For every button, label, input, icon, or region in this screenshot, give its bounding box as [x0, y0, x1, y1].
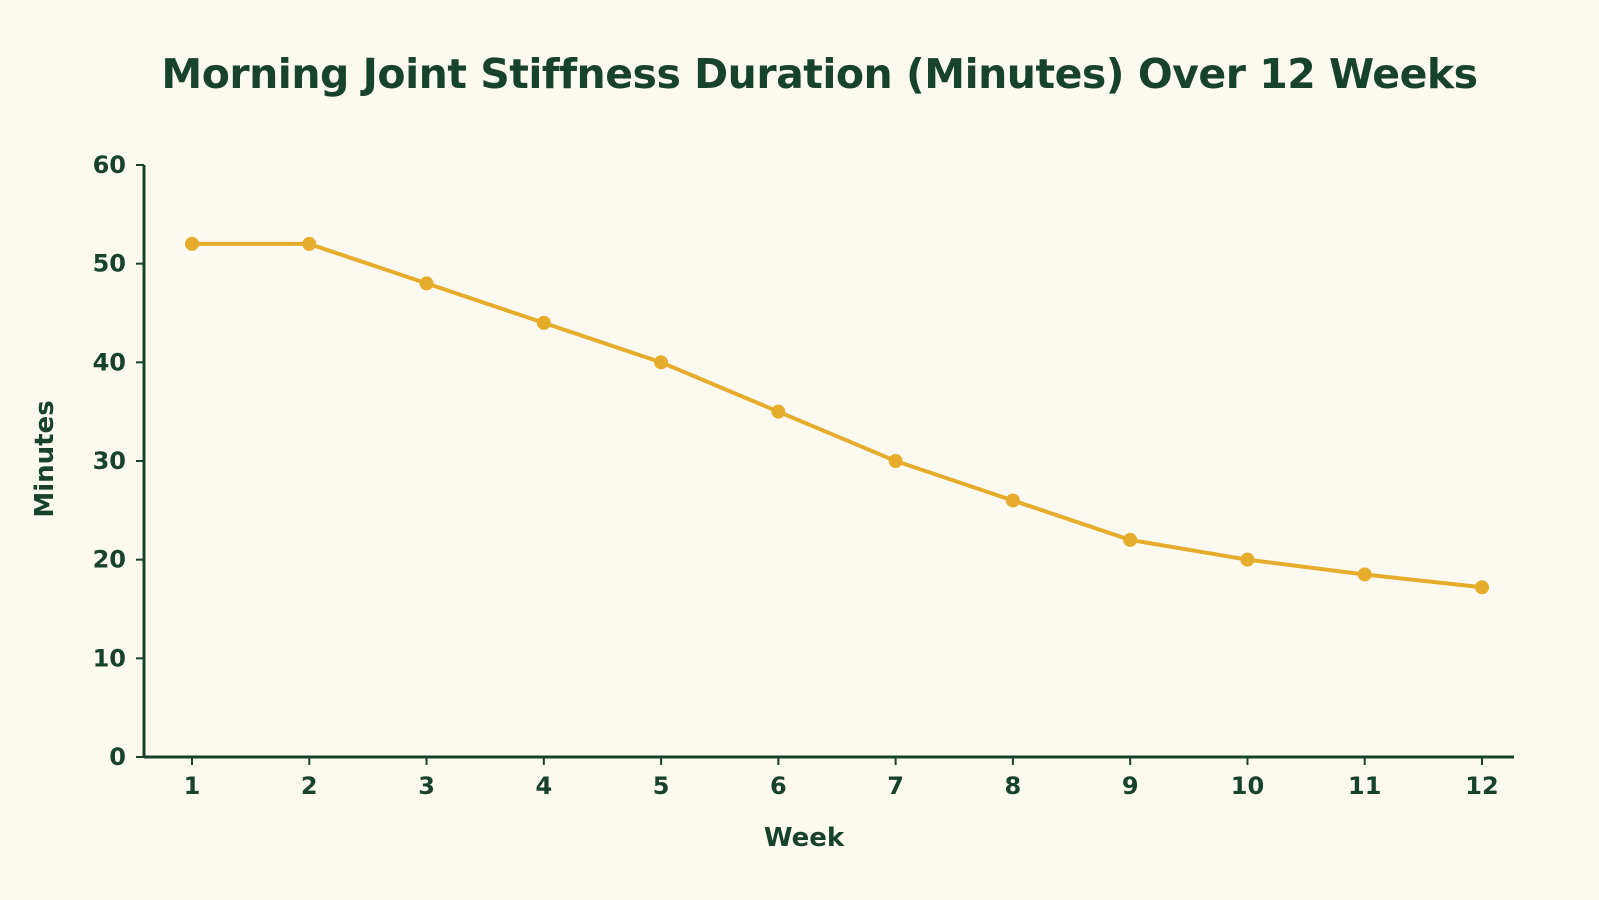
x-tick-label: 7 [887, 772, 904, 800]
data-point [536, 315, 551, 330]
series-group [185, 236, 1489, 595]
chart-title: Morning Joint Stiffness Duration (Minute… [161, 50, 1478, 98]
chart-axes [142, 165, 1514, 759]
data-point [302, 236, 317, 251]
x-axis-ticks: 1 2 3 4 5 6 7 8 9 10 11 12 [184, 757, 1499, 800]
data-point [185, 236, 199, 251]
x-tick-label: 10 [1231, 772, 1264, 800]
y-tick-label: 50 [93, 250, 126, 278]
y-tick-label: 20 [93, 546, 126, 574]
y-axis-ticks: 0 10 20 30 40 50 60 [93, 151, 144, 771]
data-point [1005, 493, 1020, 508]
x-tick-label: 1 [184, 772, 201, 800]
x-tick-label: 8 [1005, 772, 1022, 800]
y-tick-label: 40 [93, 348, 126, 376]
x-tick-label: 9 [1122, 772, 1139, 800]
data-point [1475, 580, 1489, 595]
x-axis-title: Week [764, 823, 845, 853]
data-point [888, 454, 903, 468]
x-tick-label: 4 [535, 772, 552, 800]
x-tick-label: 5 [653, 772, 670, 800]
x-tick-label: 2 [301, 772, 318, 800]
data-point [654, 355, 669, 370]
y-axis-title: Minutes [30, 400, 60, 517]
y-tick-label: 60 [93, 151, 126, 179]
x-tick-label: 11 [1348, 772, 1381, 800]
series-line [190, 241, 1484, 590]
x-tick-label: 3 [418, 772, 435, 800]
data-point [771, 404, 786, 419]
data-point [1357, 567, 1372, 582]
data-point [419, 276, 434, 291]
y-tick-label: 10 [93, 644, 126, 672]
y-tick-label: 0 [109, 743, 126, 771]
x-tick-label: 12 [1465, 772, 1498, 800]
x-tick-label: 6 [770, 772, 787, 800]
data-point [1240, 552, 1255, 567]
data-point [1123, 532, 1138, 547]
y-tick-label: 30 [93, 447, 126, 475]
